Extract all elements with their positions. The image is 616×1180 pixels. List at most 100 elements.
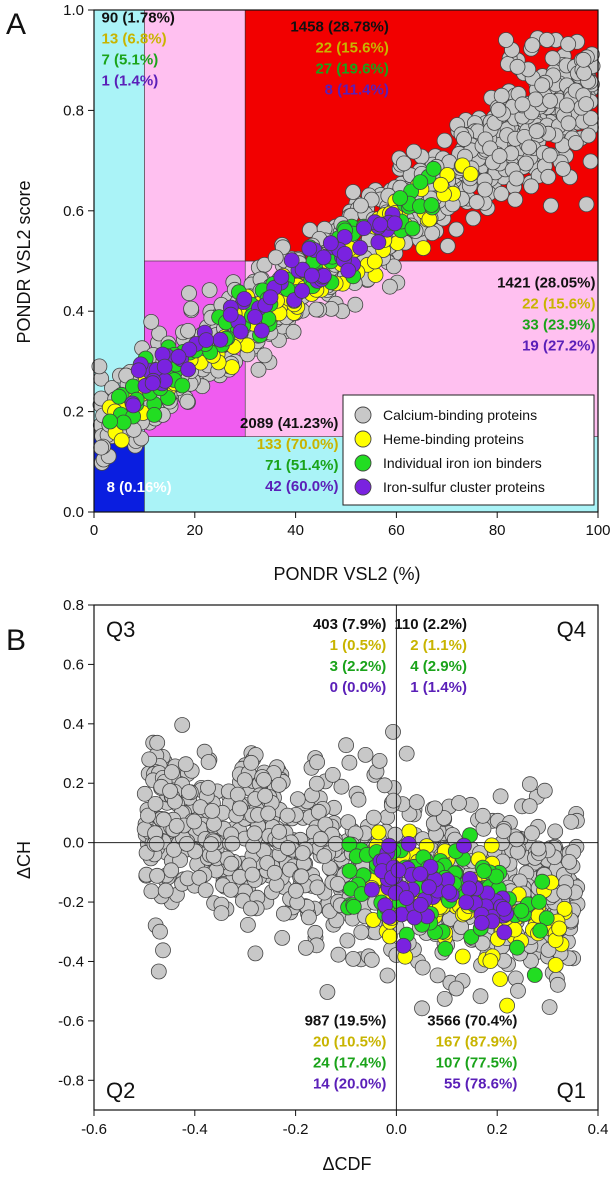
panel-b-annotation-2-line-1: 20 (10.5%) bbox=[313, 1033, 386, 1050]
panel-b-point-calcium bbox=[357, 747, 374, 763]
panel-a-point-fes bbox=[322, 235, 339, 252]
panel-a-point-fes bbox=[125, 397, 142, 414]
panel-b-point-heme bbox=[370, 824, 387, 841]
panel-b-point-calcium bbox=[508, 831, 525, 848]
panel-a-x-tick-label: 80 bbox=[489, 522, 506, 539]
panel-a-x-tick-label: 20 bbox=[186, 522, 203, 539]
panel-b-quadrant-labels: Q1 Q2 Q3 Q4 bbox=[106, 617, 586, 1103]
panel-a-point-calcium bbox=[493, 87, 510, 104]
panel-a-x-tick-label: 60 bbox=[388, 522, 405, 539]
panel-a-point-fes bbox=[340, 262, 357, 279]
panel-a-point-calcium bbox=[575, 51, 592, 68]
panel-a-annotation-2-line-1: 22 (15.6%) bbox=[522, 296, 595, 313]
panel-a-point-iron bbox=[111, 388, 127, 405]
panel-b-point-calcium bbox=[316, 848, 333, 864]
panel-a-legend-label: Calcium-binding proteins bbox=[383, 407, 537, 423]
panel-a-point-iron bbox=[404, 220, 421, 237]
panel-b-point-calcium bbox=[492, 788, 509, 805]
panel-a-point-fes bbox=[352, 239, 369, 256]
panel-b-points bbox=[136, 717, 586, 1017]
panel-a-point-calcium bbox=[555, 160, 571, 177]
panel-a-point-calcium bbox=[468, 194, 485, 211]
panel-a-point-heme bbox=[432, 176, 449, 193]
panel-a-y-axis-label: PONDR VSL2 score bbox=[14, 180, 34, 343]
panel-b-point-fes bbox=[398, 890, 415, 906]
panel-a-point-calcium bbox=[524, 37, 541, 53]
panel-b-point-calcium bbox=[414, 1000, 430, 1017]
panel-a-annotation-0-line-2: 7 (5.1%) bbox=[102, 52, 159, 69]
panel-a-point-calcium bbox=[385, 258, 402, 275]
panel-a-point-calcium bbox=[381, 278, 398, 295]
panel-b-point-calcium bbox=[204, 803, 221, 819]
panel-b-point-calcium bbox=[363, 952, 380, 968]
panel-a-point-heme bbox=[366, 253, 383, 270]
panel-b-point-calcium bbox=[312, 831, 329, 847]
panel-a-point-calcium bbox=[534, 77, 551, 94]
panel-a-point-calcium bbox=[508, 170, 525, 187]
panel-a-annotation-1-line-3: 8 (11.4%) bbox=[325, 82, 389, 99]
panel-b-point-fes bbox=[395, 937, 412, 954]
panel-a-point-heme bbox=[113, 432, 130, 449]
panel-b-point-calcium bbox=[178, 836, 195, 852]
panel-b-annotation-1-line-0: 110 (2.2%) bbox=[394, 616, 467, 633]
panel-b-annotation-2-line-2: 24 (17.4%) bbox=[313, 1054, 386, 1071]
panel-a-point-calcium bbox=[151, 325, 168, 342]
panel-b-point-calcium bbox=[141, 751, 158, 768]
panel-b-point-calcium bbox=[143, 883, 160, 900]
panel-b-annotation-0-line-1: 1 (0.5%) bbox=[330, 637, 387, 654]
panel-a-y-tick-label: 0.8 bbox=[63, 102, 84, 119]
panel-a-point-calcium bbox=[405, 143, 422, 160]
panel-a-point-iron bbox=[425, 160, 442, 177]
panel-a-point-fes bbox=[301, 240, 318, 257]
panel-b-point-fes bbox=[496, 900, 512, 917]
panel-b-point-fes bbox=[381, 909, 398, 925]
panel-a-point-calcium bbox=[559, 97, 575, 114]
panel-b-point-iron bbox=[437, 940, 454, 957]
panel-b-point-fes bbox=[390, 862, 407, 879]
panel-a-point-iron bbox=[115, 414, 132, 431]
panel-b-point-fes bbox=[420, 879, 437, 896]
panel-a-annotation-4-line-0: 8 (0.16%) bbox=[107, 479, 172, 496]
panel-a-legend-box bbox=[342, 394, 595, 506]
panel-b-y-tick-label: 0.4 bbox=[63, 716, 84, 733]
panel-a-y-tick-label: 0.2 bbox=[63, 404, 84, 421]
panel-b-point-calcium bbox=[271, 823, 288, 840]
panel-a-point-fes bbox=[372, 216, 389, 233]
panel-a-annotations: 90 (1.78%) 13 (6.8%) 7 (5.1%) 1 (1.4%) 1458 … bbox=[102, 10, 596, 496]
panel-b-annotation-2-line-0: 987 (19.5%) bbox=[305, 1012, 387, 1029]
panel-a-point-calcium bbox=[544, 50, 561, 67]
panel-b-point-calcium bbox=[495, 823, 512, 840]
panel-b-point-calcium bbox=[155, 942, 171, 959]
panel-a-point-calcium bbox=[345, 184, 362, 200]
panel-a-point-calcium bbox=[180, 322, 196, 339]
panel-b-point-calcium bbox=[177, 756, 194, 773]
panel-b-point-heme bbox=[454, 948, 471, 965]
panel-b-point-calcium bbox=[255, 772, 272, 788]
panel-a-point-calcium bbox=[539, 32, 555, 48]
panel-b-point-iron bbox=[476, 863, 492, 879]
panel-b-chart: 403 (7.9%) 1 (0.5%) 3 (2.2%) 0 (0.0%) 110 (2… bbox=[14, 597, 608, 1174]
panel-b-point-calcium bbox=[229, 786, 246, 803]
panel-b-point-iron bbox=[341, 863, 358, 879]
panel-b-point-heme bbox=[381, 928, 398, 945]
panel-b-y-tick-label: -0.4 bbox=[58, 953, 84, 970]
panel-b-point-calcium bbox=[521, 798, 538, 814]
panel-a-point-fes bbox=[232, 323, 249, 340]
panel-b-point-calcium bbox=[338, 737, 355, 754]
panel-a-x-tick-label: 100 bbox=[585, 522, 610, 539]
panel-a-annotation-1-line-0: 1458 (28.78%) bbox=[290, 19, 388, 36]
panel-a-point-calcium bbox=[580, 127, 597, 144]
panel-a-legend-label: Heme-binding proteins bbox=[383, 431, 524, 447]
panel-b-point-calcium bbox=[536, 782, 553, 799]
panel-a-point-calcium bbox=[567, 135, 584, 151]
panel-b-point-calcium bbox=[157, 882, 174, 899]
panel-a-annotation-3-line-3: 42 (60.0%) bbox=[265, 478, 338, 495]
panel-b-point-calcium bbox=[408, 794, 425, 810]
panel-a-point-iron bbox=[392, 190, 409, 206]
panel-a-point-calcium bbox=[560, 36, 577, 52]
panel-b-point-calcium bbox=[162, 783, 179, 799]
panel-a-point-fes bbox=[283, 252, 300, 269]
panel-b-point-calcium bbox=[203, 836, 220, 852]
panel-b-y-tick-label: 0.2 bbox=[63, 775, 84, 792]
panel-b-point-calcium bbox=[522, 776, 538, 793]
